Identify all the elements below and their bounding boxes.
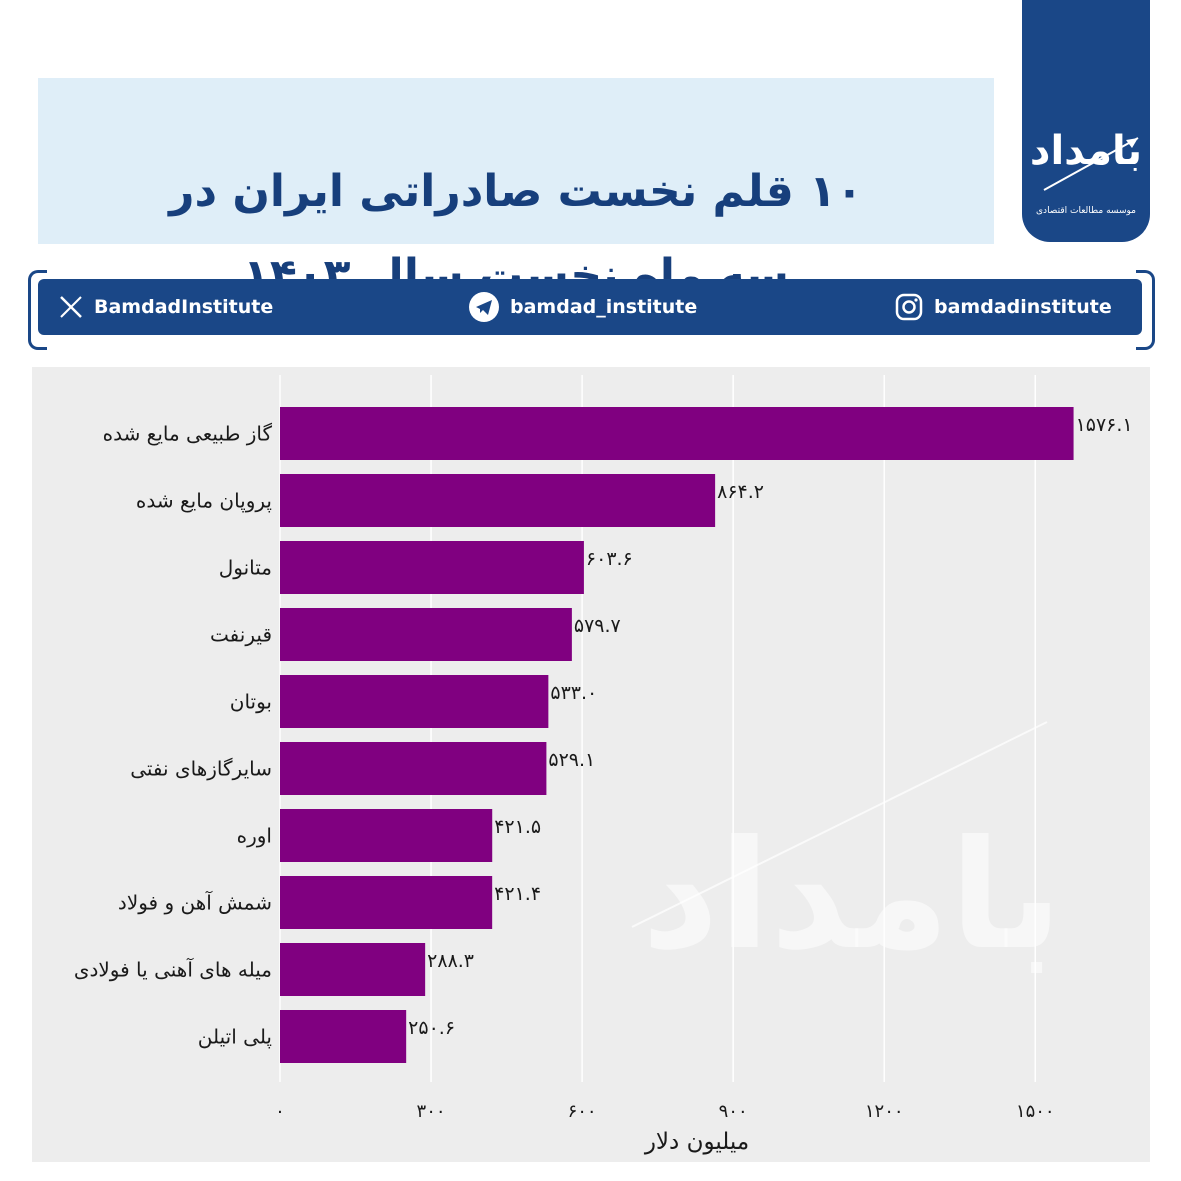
value-label: ۶۰۳.۶ (586, 548, 633, 570)
social-bar-bracket-right (1136, 270, 1155, 350)
social-bar-bracket-left (28, 270, 47, 350)
value-label: ۴۲۱.۵ (494, 816, 541, 838)
instagram-handle: bamdadinstitute (934, 296, 1112, 318)
x-tick-label: ۹۰۰ (719, 1101, 748, 1122)
value-label: ۴۲۱.۴ (494, 883, 541, 905)
arrow-icon (1043, 137, 1139, 191)
value-label: ۵۳۳.۰ (550, 682, 597, 704)
brand-logo: بامداد موسسه مطالعات اقتصادی (1022, 0, 1150, 242)
bar (280, 809, 493, 862)
category-label: شمش آهن و فولاد (118, 890, 272, 915)
watermark-layer: بامداد (631, 721, 1063, 983)
x-tick-label: ۶۰۰ (568, 1101, 597, 1122)
label-layer: گاز طبیعی مایع شده ۱۵۷۶.۱ پروپان مایع شده ۸… (74, 414, 1133, 1050)
bar (280, 541, 584, 594)
bar (280, 474, 716, 527)
logo-subtitle: موسسه مطالعات اقتصادی (1036, 206, 1136, 216)
page-title-line-1: ۱۰ قلم نخست صادراتی ایران در (169, 166, 863, 217)
x-handle: BamdadInstitute (94, 296, 274, 318)
x-tick-label: ۰ (275, 1101, 285, 1122)
value-label: ۸۶۴.۲ (717, 481, 764, 503)
social-x[interactable]: BamdadInstitute (58, 279, 273, 335)
category-label: متانول (219, 556, 272, 580)
bar (280, 1010, 407, 1063)
watermark-arrow (631, 721, 1048, 928)
category-label: پلی اتیلن (198, 1025, 272, 1050)
axis-layer: ۰ ۳۰۰ ۶۰۰ ۹۰۰ ۱۲۰۰ ۱۵۰۰ میلیون دلار (275, 1101, 1054, 1155)
logo-text: بامداد (1029, 128, 1143, 174)
social-bar: BamdadInstitute bamdad_institute bamdadi… (38, 279, 1142, 335)
x-tick-label: ۳۰۰ (417, 1101, 446, 1122)
x-logo-icon (58, 294, 84, 320)
category-label: قیرنفت (210, 623, 272, 647)
bar-chart: بامداد گاز طبیعی مایع شده ۱۵۷۶.۱ پروپان ما… (74, 375, 1133, 1155)
x-tick-label: ۱۵۰۰ (1016, 1101, 1055, 1122)
social-telegram[interactable]: bamdad_institute (468, 279, 697, 335)
category-label: بوتان (230, 690, 272, 714)
value-label: ۵۷۹.۷ (574, 615, 621, 637)
x-axis-title: میلیون دلار (644, 1129, 749, 1155)
bar (280, 608, 572, 661)
bar (280, 407, 1074, 460)
category-label: سایرگازهای نفتی (130, 757, 272, 781)
category-label: میله های آهنی یا فولادی (74, 957, 272, 982)
value-label: ۲۵۰.۶ (408, 1017, 455, 1039)
value-label: ۲۸۸.۳ (427, 950, 474, 972)
instagram-icon (894, 292, 924, 322)
bar (280, 943, 426, 996)
value-label: ۱۵۷۶.۱ (1076, 414, 1133, 436)
x-tick-label: ۱۲۰۰ (865, 1101, 904, 1122)
social-instagram[interactable]: bamdadinstitute (894, 279, 1112, 335)
title-box: ۱۰ قلم نخست صادراتی ایران در سه ماه نخست… (38, 78, 994, 301)
bar (280, 675, 549, 728)
bar (280, 876, 493, 929)
bar-layer (280, 407, 1074, 1063)
value-label: ۵۲۹.۱ (548, 749, 595, 771)
telegram-handle: bamdad_institute (510, 296, 698, 318)
chart-panel: بامداد گاز طبیعی مایع شده ۱۵۷۶.۱ پروپان ما… (32, 367, 1150, 1162)
category-label: گاز طبیعی مایع شده (103, 422, 273, 446)
category-label: اوره (237, 824, 272, 848)
telegram-icon (468, 291, 500, 323)
bar (280, 742, 547, 795)
watermark-text: بامداد (642, 809, 1063, 983)
category-label: پروپان مایع شده (136, 489, 272, 514)
